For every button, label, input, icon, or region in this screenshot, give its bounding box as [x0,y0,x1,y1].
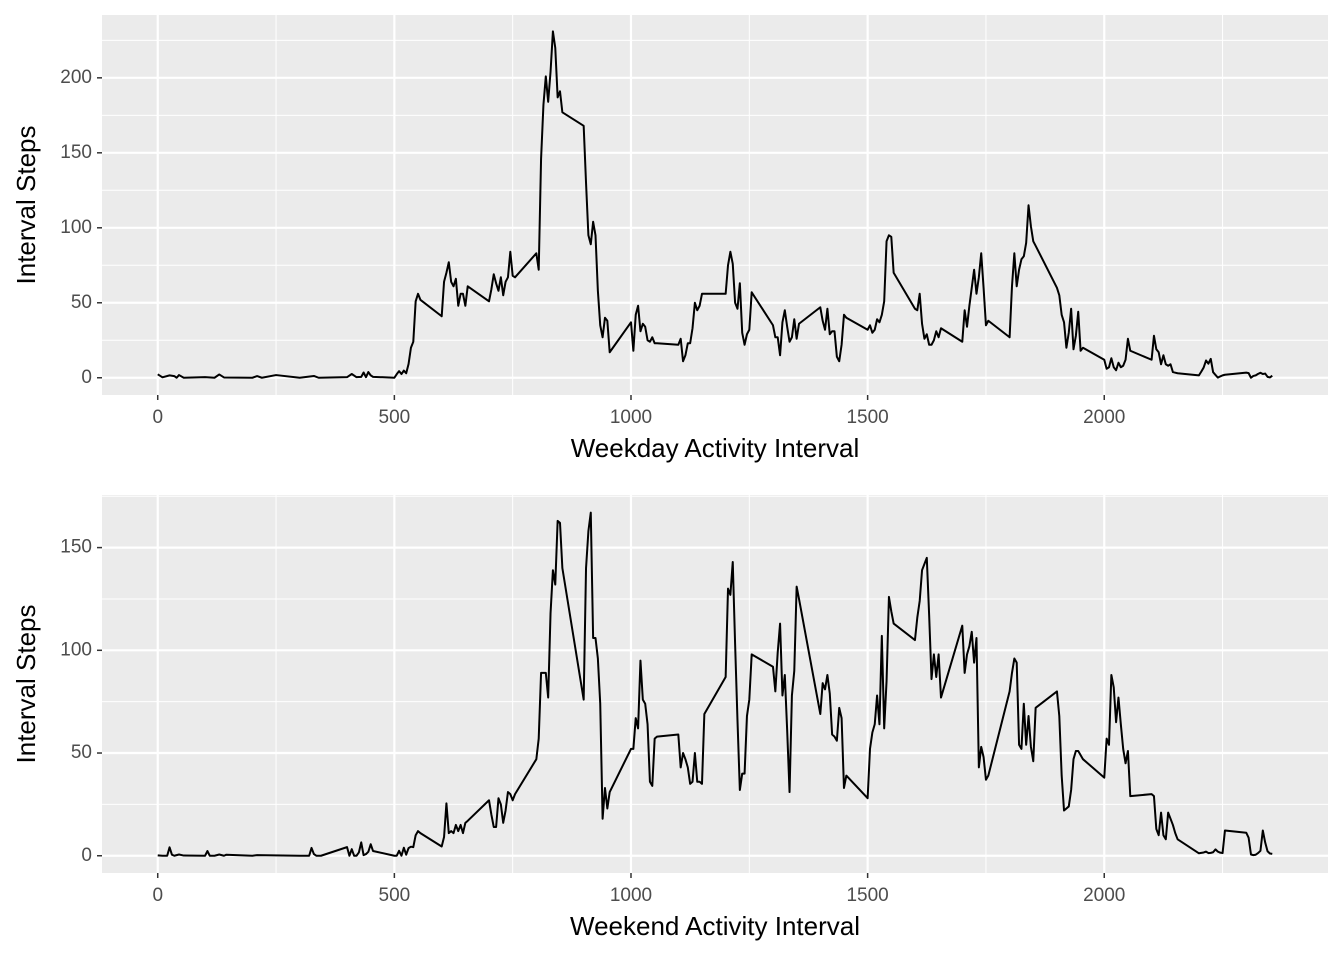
x-tick-label: 1500 [846,407,888,428]
x-axis-title: Weekend Activity Interval [570,911,860,941]
data-line [157,30,1273,379]
x-tick-label: 1000 [610,407,652,428]
x-tick-label: 1500 [846,885,888,906]
x-axis-title: Weekday Activity Interval [571,433,860,463]
y-tick-label: 0 [81,845,92,866]
x-tick-label: 2000 [1083,885,1125,906]
y-tick-label: 50 [71,742,92,763]
y-tick-label: 0 [81,367,92,388]
x-tick-label: 0 [152,407,163,428]
y-axis-title: Interval Steps [11,605,41,764]
x-tick-label: 0 [152,885,163,906]
y-tick-label: 150 [60,142,92,163]
x-tick-label: 500 [379,407,411,428]
y-tick-label: 150 [60,537,92,558]
y-tick-label: 200 [60,67,92,88]
x-tick-label: 1000 [610,885,652,906]
y-axis-title: Interval Steps [11,126,41,285]
y-tick-label: 50 [71,292,92,313]
y-tick-label: 100 [60,639,92,660]
y-tick-label: 100 [60,217,92,238]
x-tick-label: 500 [379,885,411,906]
x-tick-label: 2000 [1083,407,1125,428]
data-line [157,511,1273,857]
panel-background [102,15,1328,395]
panel-background [102,495,1328,873]
